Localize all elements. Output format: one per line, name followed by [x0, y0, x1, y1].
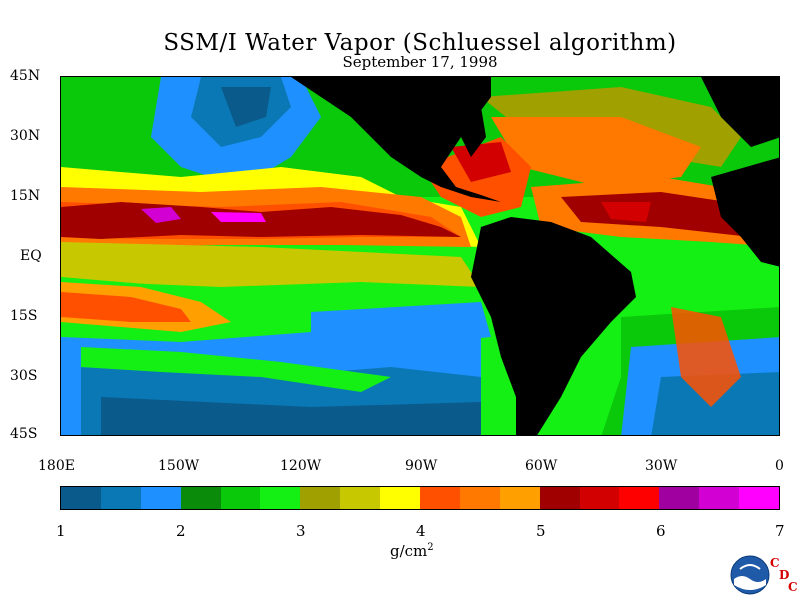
lat-label-30s: 30S	[10, 368, 38, 384]
lon-label-90w: 90W	[405, 458, 438, 474]
colorbar-swatch	[499, 487, 540, 509]
colorbar-swatch	[619, 487, 660, 509]
colorbar-tick-2: 2	[176, 522, 186, 540]
colorbar-swatch	[180, 487, 221, 509]
colorbar-tick-7: 7	[775, 522, 785, 540]
colorbar-swatch	[300, 487, 341, 509]
lon-label-30w: 30W	[645, 458, 678, 474]
units-text: g/cm	[390, 542, 428, 560]
colorbar-swatch	[739, 487, 780, 509]
colorbar-swatch	[659, 487, 700, 509]
colorbar-swatch	[699, 487, 740, 509]
units-label: g/cm2	[390, 542, 434, 560]
colorbar-tick-4: 4	[416, 522, 426, 540]
colorbar-tick-6: 6	[656, 522, 666, 540]
cdc-letter-d: D	[779, 568, 790, 582]
water-vapor-map	[60, 76, 780, 436]
colorbar-swatch	[539, 487, 580, 509]
lon-label-60w: 60W	[525, 458, 558, 474]
units-exponent: 2	[427, 542, 434, 553]
colorbar-swatch	[260, 487, 301, 509]
lat-label-eq: EQ	[20, 248, 42, 264]
lon-label-180e: 180E	[38, 458, 75, 474]
lon-label-0: 0	[775, 458, 784, 474]
colorbar-swatch	[420, 487, 460, 509]
colorbar-swatch	[100, 487, 141, 509]
cdc-letter-c2: C	[788, 580, 798, 594]
colorbar-swatch	[380, 487, 421, 509]
colorbar-tick-5: 5	[536, 522, 546, 540]
colorbar-swatch	[579, 487, 620, 509]
lat-label-45n: 45N	[10, 68, 41, 84]
noaa-logo-icon	[730, 555, 770, 595]
lon-label-150w: 150W	[158, 458, 200, 474]
colorbar-tick-3: 3	[296, 522, 306, 540]
colorbar-swatch	[140, 487, 181, 509]
lat-label-30n: 30N	[10, 128, 41, 144]
lat-label-15s: 15S	[10, 308, 38, 324]
colorbar-swatch	[220, 487, 261, 509]
lat-label-15n: 15N	[10, 188, 41, 204]
colorbar-swatch	[61, 487, 101, 509]
colorbar-tick-1: 1	[56, 522, 66, 540]
colorbar-swatch	[340, 487, 381, 509]
lat-label-45s: 45S	[10, 426, 38, 442]
colorbar-swatch	[459, 487, 500, 509]
cdc-letter-c1: C	[770, 556, 780, 570]
map-title: SSM/I Water Vapor (Schluessel algorithm)	[163, 30, 677, 56]
colorbar	[60, 486, 780, 510]
map-subtitle: September 17, 1998	[342, 53, 498, 71]
lon-label-120w: 120W	[280, 458, 322, 474]
